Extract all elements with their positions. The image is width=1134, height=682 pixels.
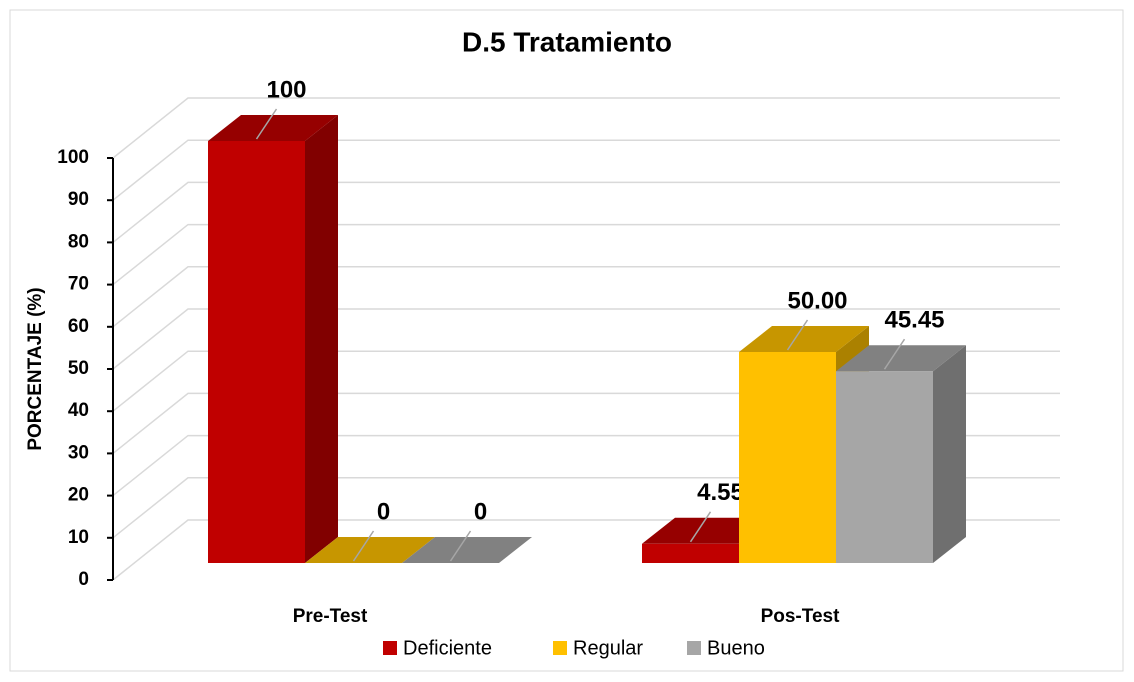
bar-top — [208, 115, 338, 141]
grid-line — [112, 181, 1060, 243]
leader-line — [352, 530, 375, 562]
y-tick-label: 60 — [68, 316, 89, 337]
legend-label: Deficiente — [403, 637, 492, 659]
bar-side — [933, 345, 966, 563]
y-tick-label: 70 — [68, 274, 89, 295]
y-tick-label: 10 — [68, 527, 89, 548]
grid-line — [112, 97, 1060, 159]
legend-label: Bueno — [707, 637, 765, 659]
y-tick-label: 100 — [57, 147, 89, 168]
legend-swatch — [383, 641, 397, 655]
grid-line — [112, 139, 1060, 201]
grid-line — [112, 223, 1060, 286]
grid-line — [112, 266, 1060, 328]
bar — [642, 543, 739, 563]
y-tick-label: 80 — [68, 231, 89, 252]
y-tick-label: 0 — [78, 569, 89, 590]
bar — [208, 141, 305, 563]
value-label: 4.55 — [697, 479, 744, 506]
bar-top — [305, 537, 435, 563]
bar-top — [402, 537, 532, 563]
value-label: 0 — [474, 498, 487, 525]
value-label: 50.00 — [787, 287, 847, 314]
y-tick-label: 30 — [68, 442, 89, 463]
bar — [836, 371, 933, 563]
bar — [739, 352, 836, 563]
chart-border — [9, 9, 1124, 672]
y-tick-label: 50 — [68, 358, 89, 379]
y-axis-label: PORCENTAJE (%) — [25, 287, 46, 450]
leader-line — [786, 319, 809, 351]
bar-top — [739, 326, 869, 352]
legend-swatch — [553, 641, 567, 655]
leader-line — [255, 108, 278, 140]
value-label: 0 — [377, 498, 390, 525]
legend-label: Regular — [573, 637, 643, 659]
legend-swatch — [687, 641, 701, 655]
y-tick-label: 90 — [68, 189, 89, 210]
chart-title: D.5 Tratamiento — [462, 26, 672, 57]
leader-line — [689, 511, 712, 543]
value-label: 45.45 — [884, 307, 944, 334]
x-tick-label: Pre-Test — [293, 606, 368, 627]
y-tick-label: 20 — [68, 485, 89, 506]
leader-line — [449, 530, 472, 562]
x-tick-label: Pos-Test — [761, 606, 841, 627]
bar-side — [305, 115, 338, 563]
bar-top — [836, 345, 966, 372]
grid-line — [112, 308, 1060, 370]
value-label: 100 — [266, 76, 306, 103]
y-tick-label: 40 — [68, 400, 89, 421]
leader-line — [883, 338, 906, 370]
